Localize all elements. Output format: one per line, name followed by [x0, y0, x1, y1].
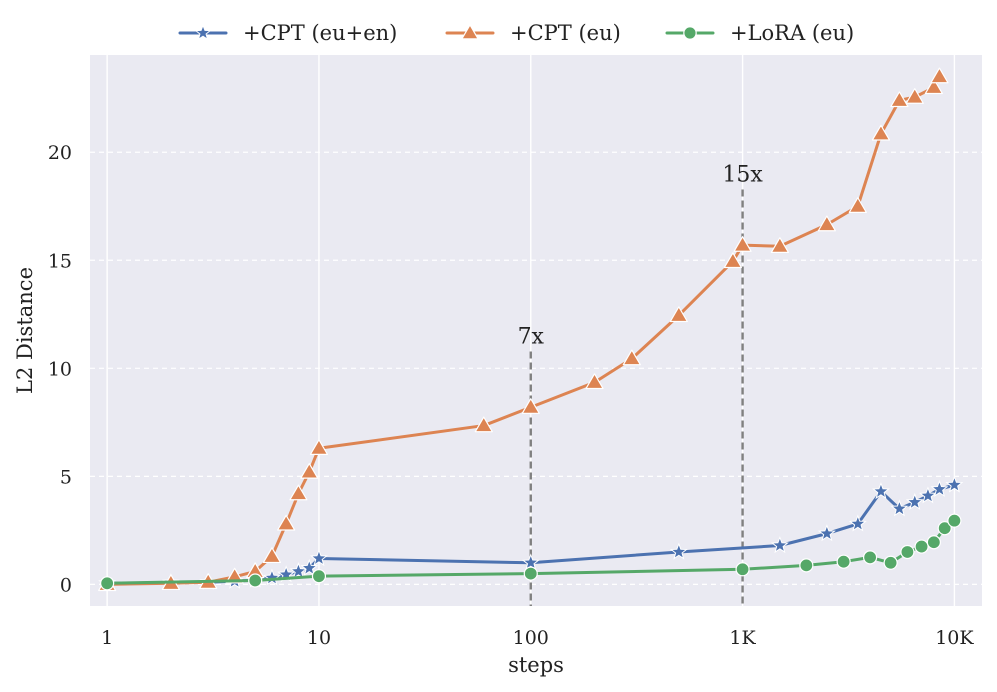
annotation-label: 15x [722, 162, 763, 187]
x-tick-label: 1 [101, 627, 113, 649]
legend-marker [194, 23, 212, 41]
y-axis-label: L2 Distance [13, 267, 37, 394]
data-point [669, 306, 688, 323]
data-point [309, 439, 329, 455]
data-point [799, 558, 814, 573]
data-point [937, 521, 952, 536]
data-point [848, 514, 867, 532]
y-tick-label: 10 [48, 358, 72, 380]
legend-marker [683, 26, 697, 40]
x-tick-label: 10 [307, 627, 331, 649]
plot-area [90, 55, 982, 606]
data-point [863, 550, 878, 565]
data-point [914, 539, 929, 554]
data-point [289, 562, 308, 580]
data-point [770, 536, 789, 554]
tick-labels: 1 10 100 1K 10K 0 5 10 15 20 [48, 142, 975, 649]
x-tick-label: 1K [729, 627, 756, 649]
data-point [900, 544, 915, 560]
data-point [890, 499, 909, 517]
legend-item: +CPT (eu+en) [178, 21, 397, 45]
x-tick-label: 100 [513, 627, 549, 649]
data-point [521, 553, 540, 571]
data-point [310, 549, 328, 567]
data-point [585, 373, 604, 390]
x-tick-label: 10K [935, 627, 974, 649]
data-point [311, 569, 327, 584]
data-point [300, 462, 319, 479]
data-point [836, 554, 851, 569]
series-layer [98, 67, 964, 592]
data-point [930, 67, 949, 84]
data-point [225, 567, 244, 584]
data-point [871, 124, 891, 141]
grid [90, 55, 982, 606]
data-point [669, 542, 688, 560]
legend-label: +CPT (eu) [510, 21, 621, 45]
legend-label: +LoRA (eu) [730, 21, 854, 45]
data-point [289, 484, 308, 501]
data-point [947, 513, 962, 528]
x-axis-label: steps [508, 653, 564, 677]
data-point [723, 252, 742, 269]
data-point [523, 566, 538, 581]
data-point [735, 562, 750, 577]
series-lora-eu [100, 513, 962, 591]
annotation-label: 7x [518, 325, 545, 350]
data-point [817, 524, 836, 542]
data-point [263, 568, 281, 586]
data-point [474, 416, 493, 433]
y-tick-label: 15 [48, 250, 72, 272]
data-point [521, 398, 540, 414]
data-point [622, 349, 641, 366]
data-point [277, 514, 296, 531]
data-point [905, 492, 924, 510]
data-point [733, 236, 752, 252]
data-point [300, 558, 319, 576]
data-point [905, 88, 924, 104]
data-point [770, 237, 789, 253]
legend-item: +CPT (eu) [445, 21, 621, 45]
legend-item: +LoRA (eu) [665, 21, 854, 45]
legend-marker [461, 24, 479, 40]
series-cpt-eu [98, 67, 949, 592]
data-point [930, 479, 949, 497]
data-point [918, 486, 937, 504]
data-point [883, 555, 898, 570]
y-tick-label: 0 [60, 574, 72, 596]
data-point [890, 91, 909, 108]
data-point [926, 535, 941, 550]
legend: +CPT (eu+en) +CPT (eu) +LoRA (eu) [178, 21, 854, 45]
data-point [924, 78, 943, 95]
data-point [945, 475, 964, 493]
data-point [248, 573, 263, 588]
data-point [817, 215, 836, 232]
y-tick-label: 5 [60, 466, 72, 488]
legend-label: +CPT (eu+en) [243, 21, 397, 45]
data-point [262, 547, 282, 564]
y-tick-label: 20 [48, 142, 72, 164]
data-point [871, 482, 890, 500]
data-point [848, 197, 867, 213]
data-point [100, 576, 115, 591]
